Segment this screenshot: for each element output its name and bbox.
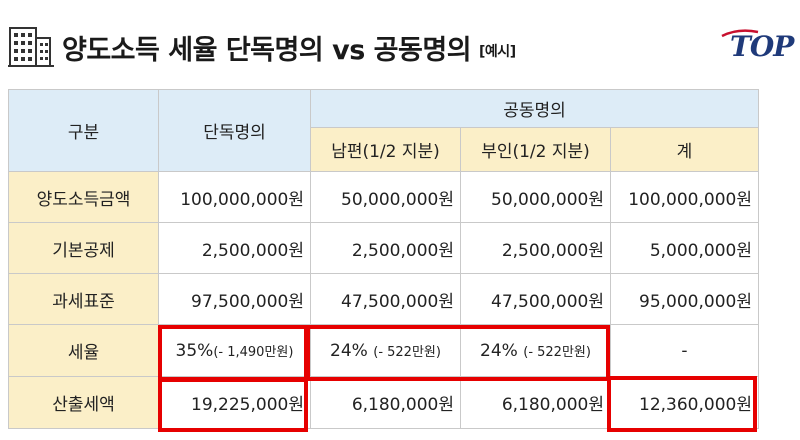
rate-value: 24% xyxy=(330,340,368,361)
rate-deduction: (- 522만원) xyxy=(523,344,591,360)
header-wife: 부인(1/2 지분) xyxy=(460,127,611,172)
table-row: 세율 35%(- 1,490만원) 24% (- 522만원) 24% (- 5… xyxy=(8,324,759,377)
cell-single: 2,500,000원 xyxy=(158,222,311,274)
row-label: 기본공제 xyxy=(8,222,159,274)
title-note: [예시] xyxy=(479,44,516,60)
cell-husband: 2,500,000원 xyxy=(310,222,461,274)
cell-single: 97,500,000원 xyxy=(158,273,311,325)
row-label: 양도소득금액 xyxy=(8,171,159,223)
logo-swoosh-icon xyxy=(721,29,759,38)
cell-single: 19,225,000원 xyxy=(158,376,311,429)
cell-husband: 24% (- 522만원) xyxy=(310,324,461,377)
header-joint: 공동명의 xyxy=(310,89,759,128)
header: 양도소득 세율 단독명의 vs 공동명의 [예시] TOP xyxy=(0,0,800,82)
comparison-table: 구분 단독명의 공동명의 남편(1/2 지분) 부인(1/2 지분) 계 양도소… xyxy=(8,89,759,429)
rate-deduction: (- 1,490만원) xyxy=(213,344,294,360)
cell-husband: 6,180,000원 xyxy=(310,376,461,429)
table-row: 양도소득금액 100,000,000원 50,000,000원 50,000,0… xyxy=(8,171,759,223)
rate-value: 35% xyxy=(175,340,214,361)
cell-total: - xyxy=(610,324,759,377)
cell-wife: 50,000,000원 xyxy=(460,171,611,223)
row-label: 세율 xyxy=(8,324,159,377)
cell-husband: 47,500,000원 xyxy=(310,273,461,325)
title-text: 양도소득 세율 단독명의 vs 공동명의 xyxy=(62,35,472,66)
rate-deduction: (- 522만원) xyxy=(373,344,441,360)
cell-total: 100,000,000원 xyxy=(610,171,759,223)
header-category: 구분 xyxy=(8,89,159,172)
building-icon xyxy=(8,27,54,67)
cell-wife: 2,500,000원 xyxy=(460,222,611,274)
table-row: 기본공제 2,500,000원 2,500,000원 2,500,000원 5,… xyxy=(8,222,759,274)
cell-total: 5,000,000원 xyxy=(610,222,759,274)
rate-value: 24% xyxy=(480,340,518,361)
table-row: 과세표준 97,500,000원 47,500,000원 47,500,000원… xyxy=(8,273,759,325)
cell-husband: 50,000,000원 xyxy=(310,171,461,223)
cell-wife: 47,500,000원 xyxy=(460,273,611,325)
cell-single: 35%(- 1,490만원) xyxy=(158,324,311,377)
table-row: 산출세액 19,225,000원 6,180,000원 6,180,000원 1… xyxy=(8,376,759,429)
page-title: 양도소득 세율 단독명의 vs 공동명의 [예시] xyxy=(62,28,516,67)
cell-wife: 6,180,000원 xyxy=(460,376,611,429)
cell-total: 95,000,000원 xyxy=(610,273,759,325)
header-single: 단독명의 xyxy=(158,89,311,172)
cell-total: 12,360,000원 xyxy=(610,376,759,429)
cell-single: 100,000,000원 xyxy=(158,171,311,223)
header-total: 계 xyxy=(610,127,759,172)
row-label: 산출세액 xyxy=(8,376,159,429)
cell-wife: 24% (- 522만원) xyxy=(460,324,611,377)
logo-text: TOP xyxy=(730,30,794,63)
top-logo: TOP xyxy=(718,26,794,70)
row-label: 과세표준 xyxy=(8,273,159,325)
header-husband: 남편(1/2 지분) xyxy=(310,127,461,172)
